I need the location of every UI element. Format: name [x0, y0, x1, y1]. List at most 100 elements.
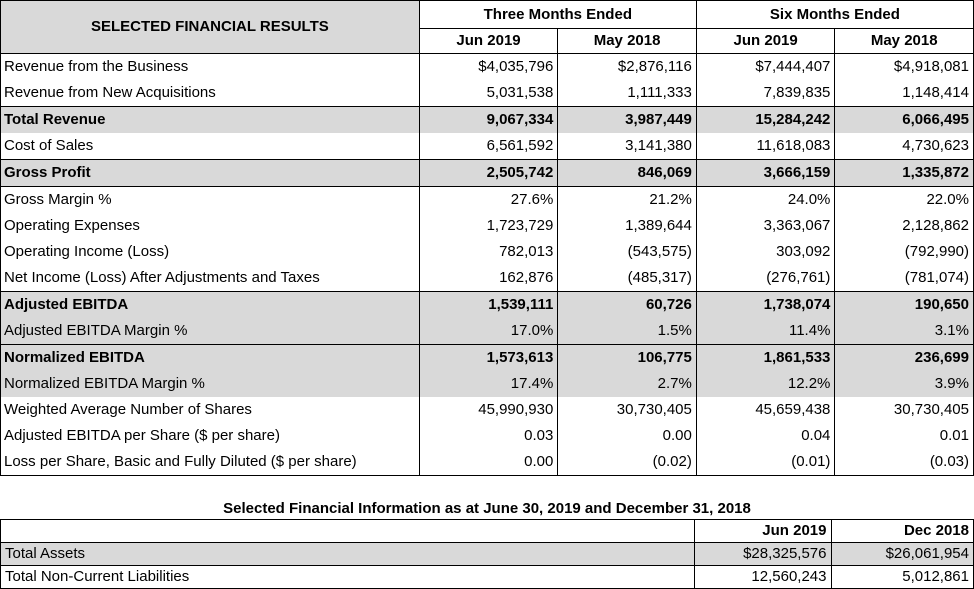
row-value: 60,726	[557, 291, 697, 318]
row-label: Normalized EBITDA Margin %	[0, 371, 420, 397]
row-value: $4,918,081	[834, 53, 974, 80]
row-value: 846,069	[557, 159, 697, 187]
balance-section-title: Selected Financial Information as at Jun…	[223, 500, 751, 517]
col-header: Jun 2019	[694, 519, 832, 543]
row-value: 0.00	[557, 423, 697, 449]
row-value: 3,666,159	[695, 159, 835, 187]
row-value: 21.2%	[557, 186, 697, 213]
row-value: $7,444,407	[695, 53, 835, 80]
row-value: 5,012,861	[830, 565, 974, 589]
col-header: Jun 2019	[418, 28, 559, 54]
row-value: 3,141,380	[557, 133, 697, 160]
row-label: Adjusted EBITDA Margin %	[0, 318, 420, 345]
row-value: 30,730,405	[834, 397, 974, 423]
row-value: 7,839,835	[695, 80, 835, 107]
table-row: Revenue from the Business $4,035,796 $2,87…	[0, 53, 974, 80]
row-value: 303,092	[695, 239, 835, 265]
row-value: 1,111,333	[557, 80, 697, 107]
row-value: 190,650	[834, 291, 974, 318]
row-value: 3,363,067	[695, 213, 835, 239]
table-row: Adjusted EBITDA per Share ($ per share) 0…	[0, 423, 974, 449]
row-value: 3.9%	[834, 371, 974, 397]
row-label: Weighted Average Number of Shares	[0, 397, 420, 423]
row-label: Adjusted EBITDA	[0, 291, 420, 318]
table-row: Operating Expenses 1,723,729 1,389,644 3,36…	[0, 213, 974, 239]
row-value: 2,128,862	[834, 213, 974, 239]
row-label: Cost of Sales	[0, 133, 420, 160]
row-value: 1,335,872	[834, 159, 974, 187]
row-value: 9,067,334	[418, 106, 558, 133]
row-value: 3.1%	[834, 318, 974, 345]
row-label: Net Income (Loss) After Adjustments and …	[0, 265, 420, 292]
table-title: SELECTED FINANCIAL RESULTS	[0, 0, 420, 54]
row-value: (0.03)	[834, 449, 974, 476]
row-value: (781,074)	[834, 265, 974, 292]
row-value: $2,876,116	[557, 53, 697, 80]
table-row: Operating Income (Loss) 782,013 (543,575) 3…	[0, 239, 974, 265]
row-value: 782,013	[418, 239, 558, 265]
row-value: 1,573,613	[418, 344, 558, 371]
row-value: 1,148,414	[834, 80, 974, 107]
row-label: Revenue from New Acquisitions	[0, 80, 420, 107]
row-value: 11.4%	[695, 318, 835, 345]
row-value: 22.0%	[834, 186, 974, 213]
row-value: 0.00	[418, 449, 558, 476]
col-header: Jun 2019	[695, 28, 836, 54]
col-header: May 2018	[557, 28, 697, 54]
row-value: 6,066,495	[834, 106, 974, 133]
row-value: 17.0%	[418, 318, 558, 345]
row-value: 4,730,623	[834, 133, 974, 160]
row-value: (792,990)	[834, 239, 974, 265]
row-label: Gross Profit	[0, 159, 420, 187]
row-label: Operating Expenses	[0, 213, 420, 239]
row-value: 24.0%	[695, 186, 835, 213]
group-six-months: Six Months Ended	[695, 0, 974, 29]
row-value: 5,031,538	[418, 80, 558, 107]
col-header: Dec 2018	[830, 519, 974, 543]
row-value: (0.01)	[695, 449, 835, 476]
row-value: 11,618,083	[695, 133, 835, 160]
row-value: (485,317)	[557, 265, 697, 292]
row-value: 12,560,243	[694, 565, 831, 589]
balance-sheet-table: Jun 2019 Dec 2018 Total Assets $28,325,57…	[0, 519, 974, 589]
row-value: $4,035,796	[418, 53, 558, 80]
table-row: Revenue from New Acquisitions 5,031,538 1,…	[0, 80, 974, 107]
row-label: Normalized EBITDA	[0, 344, 420, 371]
row-value: 12.2%	[695, 371, 835, 397]
row-value: 1,861,533	[695, 344, 835, 371]
table-row: Adjusted EBITDA Margin % 17.0% 1.5% 11.4% 3.…	[0, 318, 974, 345]
row-value: (276,761)	[695, 265, 835, 292]
table-row: Normalized EBITDA 1,573,613 106,775 1,861,5…	[0, 344, 974, 371]
row-value: 1,738,074	[695, 291, 835, 318]
row-value: 106,775	[557, 344, 697, 371]
row-value: 30,730,405	[557, 397, 697, 423]
row-value: 6,561,592	[418, 133, 558, 160]
table-row: Normalized EBITDA Margin % 17.4% 2.7% 12.2%…	[0, 371, 974, 397]
row-label: Loss per Share, Basic and Fully Diluted …	[0, 449, 420, 476]
row-value: 0.03	[418, 423, 558, 449]
row-value: 1,389,644	[557, 213, 697, 239]
row-label: Operating Income (Loss)	[0, 239, 420, 265]
row-value: $28,325,576	[694, 542, 831, 566]
table-row: Total Assets $28,325,576 $26,061,954	[0, 542, 974, 566]
table-row: Adjusted EBITDA 1,539,111 60,726 1,738,074 1…	[0, 291, 974, 318]
row-label: Total Non-Current Liabilities	[0, 565, 695, 589]
group-three-months: Three Months Ended	[418, 0, 697, 29]
table-row: Total Revenue 9,067,334 3,987,449 15,284,24…	[0, 106, 974, 133]
table-row: Gross Profit 2,505,742 846,069 3,666,159 1,3…	[0, 159, 974, 187]
row-value: 17.4%	[418, 371, 558, 397]
selected-financial-results-table: SELECTED FINANCIAL RESULTS Three Months …	[0, 0, 974, 476]
row-label: Total Revenue	[0, 106, 420, 133]
row-label: Revenue from the Business	[0, 53, 420, 80]
row-value: 162,876	[418, 265, 558, 292]
row-value: 0.01	[834, 423, 974, 449]
row-label: Adjusted EBITDA per Share ($ per share)	[0, 423, 420, 449]
row-value: 236,699	[834, 344, 974, 371]
row-value: (0.02)	[557, 449, 697, 476]
row-value: (543,575)	[557, 239, 697, 265]
row-value: 2.7%	[557, 371, 697, 397]
table-row: Total Non-Current Liabilities 12,560,243 5…	[0, 565, 974, 589]
row-value: 1.5%	[557, 318, 697, 345]
row-value: 1,539,111	[418, 291, 558, 318]
